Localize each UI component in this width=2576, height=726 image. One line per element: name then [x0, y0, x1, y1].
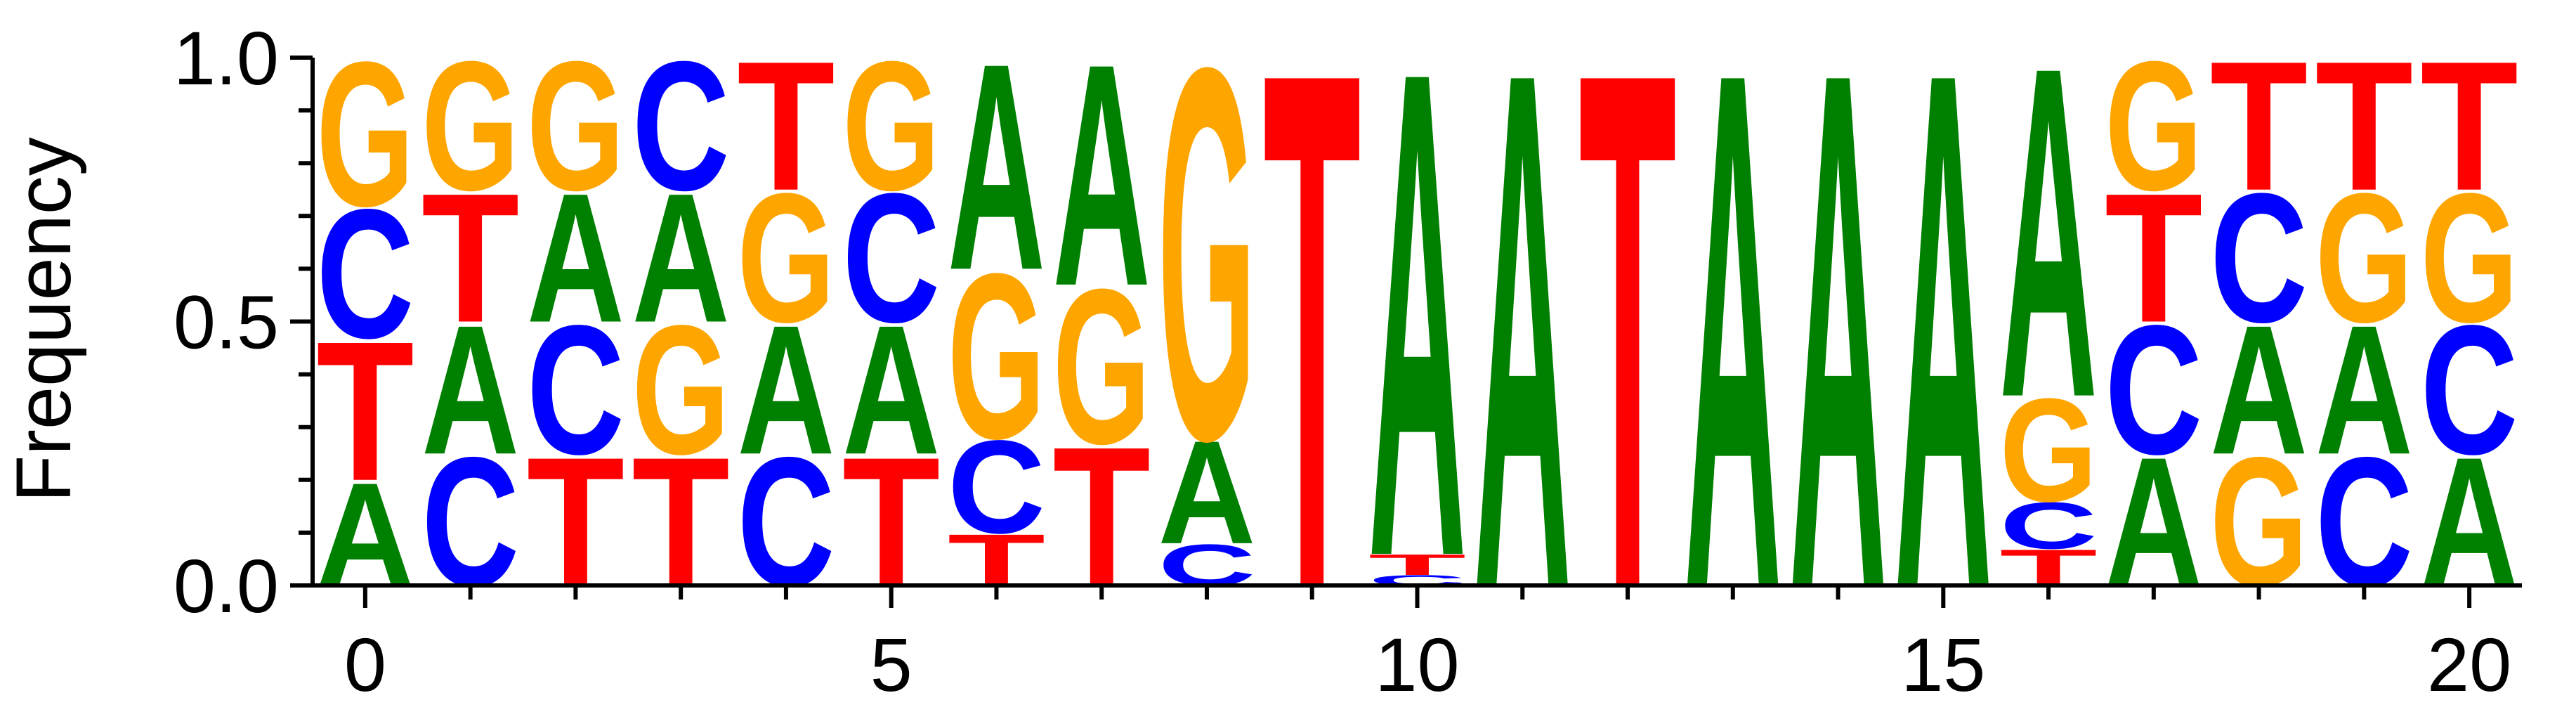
logo-letter-G-pos-4: G	[737, 155, 835, 361]
logo-letter-G-pos-8: G	[1158, 0, 1255, 551]
axes-layer: 0.0 0.5 1.0 0 5 10 15 20	[174, 15, 2522, 707]
logo-letter-A-pos-14: A	[1789, 0, 1887, 722]
logo-letter-A-pos-11: A	[1474, 0, 1571, 722]
logo-letter-G-pos-3: G	[632, 287, 730, 493]
logo-letter-C-pos-16: C	[1999, 489, 2097, 563]
logo-letter-C-pos-2: C	[527, 287, 625, 493]
y-axis-label: Frequency	[1, 137, 87, 503]
logo-letter-G-pos-0: G	[316, 19, 414, 249]
y-tick-label: 1.0	[174, 15, 279, 101]
y-tick-label: 0.0	[174, 543, 279, 628]
logo-letter-A-pos-8: A	[1158, 410, 1255, 574]
logo-letter-A-pos-5: A	[842, 287, 940, 493]
logo-letter-G-pos-20: G	[2420, 155, 2518, 361]
logo-letter-C-pos-17: C	[2105, 287, 2202, 493]
logo-letter-T-pos-1: T	[421, 156, 519, 361]
logo-letter-A-pos-15: A	[1895, 0, 1992, 722]
logo-letter-T-pos-12: T	[1578, 0, 1676, 722]
logo-letter-T-pos-10: T	[1368, 548, 1466, 581]
logo-letter-A-pos-18: A	[2210, 287, 2308, 493]
logo-letter-T-pos-20: T	[2420, 24, 2518, 229]
x-tick-label: 5	[870, 622, 913, 707]
logo-letter-G-pos-7: G	[1053, 243, 1151, 491]
logo-letter-G-pos-1: G	[421, 23, 519, 229]
x-tick-label: 15	[1901, 622, 1985, 707]
logo-letter-G-pos-2: G	[527, 23, 625, 229]
logo-letter-A-pos-19: A	[2315, 287, 2413, 493]
logo-letter-T-pos-18: T	[2210, 24, 2308, 229]
logo-letter-T-pos-0: T	[316, 300, 414, 522]
logo-letter-G-pos-5: G	[842, 23, 940, 229]
logo-letter-A-pos-1: A	[421, 287, 519, 493]
logo-letter-A-pos-7: A	[1053, 0, 1151, 352]
logo-letter-C-pos-20: C	[2420, 287, 2518, 493]
logo-letter-C-pos-3: C	[632, 23, 730, 229]
logo-letter-C-pos-18: C	[2210, 155, 2308, 361]
logo-letter-C-pos-0: C	[316, 171, 414, 377]
logo-letter-G-pos-6: G	[948, 225, 1045, 489]
logo-letter-C-pos-5: C	[842, 155, 940, 361]
logo-letter-A-pos-2: A	[527, 155, 625, 361]
x-tick-label: 0	[344, 622, 386, 707]
logo-letter-T-pos-19: T	[2315, 24, 2413, 229]
logo-letter-T-pos-4: T	[737, 24, 835, 229]
logo-letter-A-pos-13: A	[1684, 0, 1781, 722]
x-tick-label: 10	[1375, 622, 1459, 707]
x-tick-label: 20	[2427, 622, 2511, 707]
y-tick-label: 0.5	[174, 280, 279, 365]
logo-letter-G-pos-19: G	[2315, 155, 2413, 361]
logo-letter-G-pos-16: G	[1999, 368, 2097, 533]
logo-letter-A-pos-4: A	[737, 287, 835, 493]
logo-letter-T-pos-17: T	[2105, 156, 2202, 361]
logo-letter-G-pos-17: G	[2105, 23, 2202, 229]
logo-letter-A-pos-16: A	[1999, 0, 2097, 495]
logo-letter-A-pos-6: A	[948, 2, 1045, 332]
logo-letter-T-pos-9: T	[1263, 0, 1361, 722]
logo-letter-C-pos-6: C	[948, 413, 1045, 562]
logo-letter-A-pos-3: A	[632, 155, 730, 361]
